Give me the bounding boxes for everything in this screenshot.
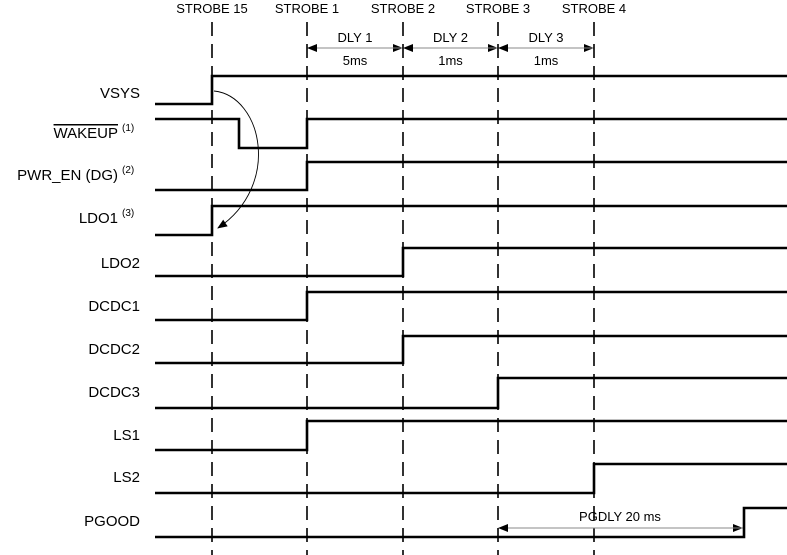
signal-label: PWR_EN (DG) bbox=[17, 167, 118, 184]
signal-waveform-vsys bbox=[155, 74, 787, 106]
delay-value: 1ms bbox=[438, 53, 463, 68]
signal-label: LDO1 bbox=[79, 210, 118, 227]
signal-label: DCDC3 bbox=[88, 384, 140, 401]
strobe-label: STROBE 2 bbox=[371, 1, 435, 16]
delay-value: 1ms bbox=[534, 53, 559, 68]
signal-waveform-pwr-en-dg- bbox=[155, 160, 787, 192]
pgdly-label: PGDLY 20 ms bbox=[579, 509, 661, 524]
delay-name: DLY 1 bbox=[338, 30, 373, 45]
signal-waveform-ls2 bbox=[155, 462, 787, 495]
signal-waveform-ldo1 bbox=[155, 204, 787, 237]
signal-waveform-wakeup bbox=[155, 117, 787, 150]
signal-waveform-pgood bbox=[155, 506, 787, 539]
delay-value: 5ms bbox=[343, 53, 368, 68]
signal-waveform-dcdc1 bbox=[155, 290, 787, 322]
signal-footnote: (1) bbox=[122, 123, 134, 134]
signal-footnote: (2) bbox=[122, 165, 134, 176]
strobe-label: STROBE 4 bbox=[562, 1, 626, 16]
signal-label: VSYS bbox=[100, 85, 140, 102]
signal-label: LS1 bbox=[113, 427, 140, 444]
strobe-label: STROBE 15 bbox=[176, 1, 248, 16]
strobe-label: STROBE 3 bbox=[466, 1, 530, 16]
signal-waveform-ls1 bbox=[155, 419, 787, 452]
signal-label: WAKEUP bbox=[54, 125, 118, 142]
vsys-to-ldo1-arrow bbox=[213, 90, 259, 229]
signal-footnote: (3) bbox=[122, 208, 134, 219]
signal-label: LDO2 bbox=[101, 255, 140, 272]
signal-label: DCDC1 bbox=[88, 298, 140, 315]
signal-waveform-dcdc2 bbox=[155, 334, 787, 365]
delay-name: DLY 3 bbox=[529, 30, 564, 45]
signal-label: DCDC2 bbox=[88, 341, 140, 358]
signal-waveform-ldo2 bbox=[155, 246, 787, 278]
delay-name: DLY 2 bbox=[433, 30, 468, 45]
signal-waveform-dcdc3 bbox=[155, 376, 787, 410]
strobe-label: STROBE 1 bbox=[275, 1, 339, 16]
signal-label: PGOOD bbox=[84, 513, 140, 530]
signal-label: LS2 bbox=[113, 469, 140, 486]
